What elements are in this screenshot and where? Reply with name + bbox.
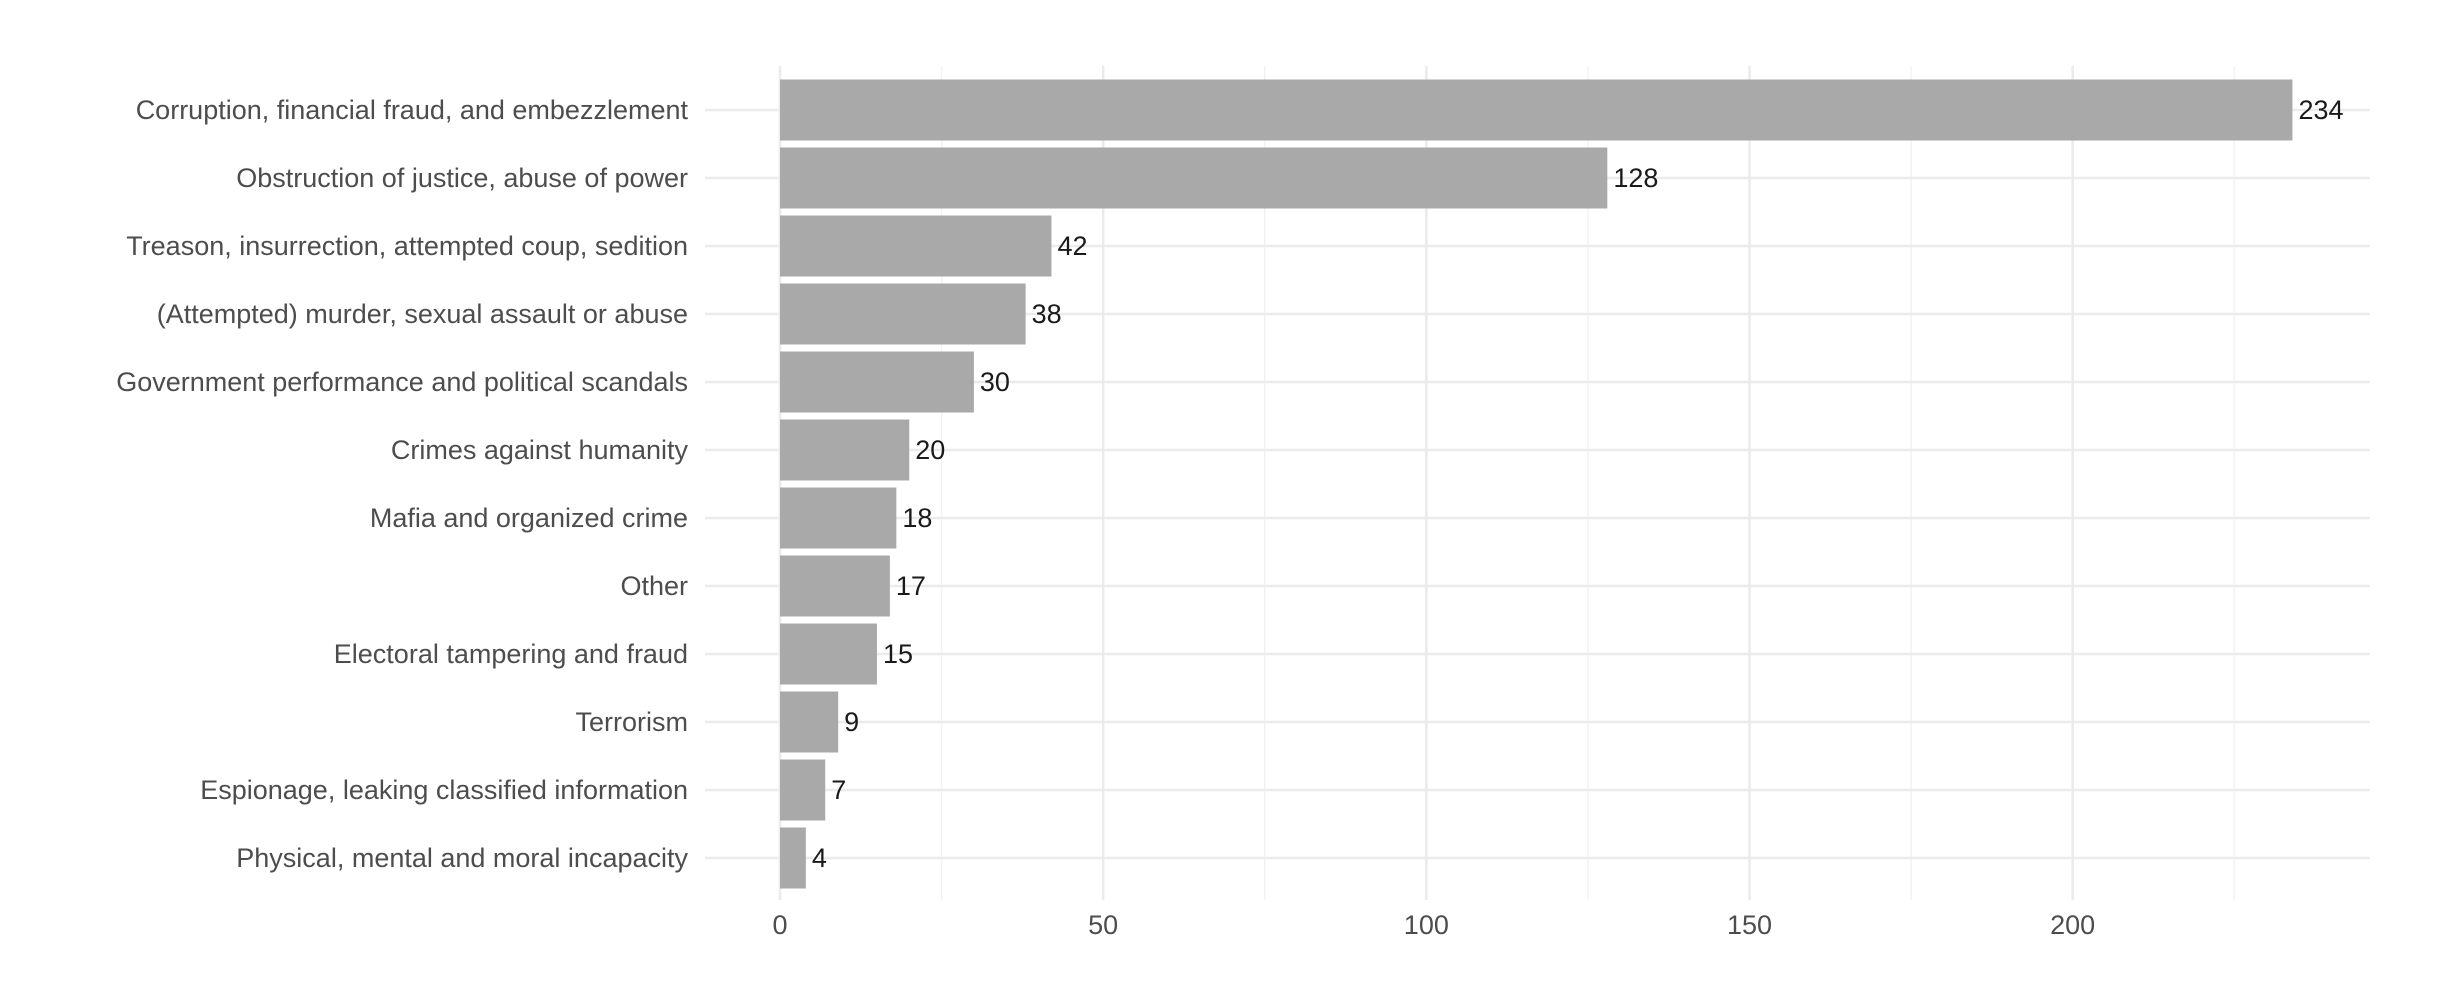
category-label: Other bbox=[620, 571, 688, 601]
bar bbox=[780, 79, 2293, 141]
bar bbox=[780, 215, 1052, 277]
x-tick-label: 50 bbox=[1088, 910, 1118, 940]
bar bbox=[780, 147, 1608, 209]
category-label: Electoral tampering and fraud bbox=[334, 639, 688, 669]
data-label: 20 bbox=[915, 435, 945, 465]
category-label: Government performance and political sca… bbox=[116, 367, 688, 397]
bars bbox=[780, 79, 2293, 889]
data-label: 234 bbox=[2298, 95, 2343, 125]
category-label: Physical, mental and moral incapacity bbox=[236, 843, 688, 873]
data-label: 4 bbox=[812, 843, 827, 873]
bar bbox=[780, 283, 1026, 345]
category-label: Treason, insurrection, attempted coup, s… bbox=[126, 231, 688, 261]
data-label: 18 bbox=[902, 503, 932, 533]
bar bbox=[780, 827, 806, 889]
x-tick-label: 200 bbox=[2050, 910, 2095, 940]
data-label: 9 bbox=[844, 707, 859, 737]
x-tick-label: 0 bbox=[772, 910, 787, 940]
category-label: Corruption, financial fraud, and embezzl… bbox=[136, 95, 689, 125]
data-label: 30 bbox=[980, 367, 1010, 397]
bar bbox=[780, 555, 890, 617]
category-label: Crimes against humanity bbox=[391, 435, 689, 465]
data-label: 7 bbox=[831, 775, 846, 805]
data-label: 15 bbox=[883, 639, 913, 669]
x-tick-label: 100 bbox=[1404, 910, 1449, 940]
category-label: (Attempted) murder, sexual assault or ab… bbox=[157, 299, 688, 329]
bar bbox=[780, 487, 897, 549]
category-label: Terrorism bbox=[576, 707, 689, 737]
x-tick-label: 150 bbox=[1727, 910, 1772, 940]
data-label: 128 bbox=[1613, 163, 1658, 193]
category-label: Espionage, leaking classified informatio… bbox=[200, 775, 688, 805]
data-labels: 234 128 42 38 30 20 18 17 15 9 7 4 bbox=[812, 95, 2344, 873]
bar bbox=[780, 691, 839, 753]
bar bbox=[780, 623, 877, 685]
bar bbox=[780, 419, 910, 481]
data-label: 17 bbox=[896, 571, 926, 601]
category-label: Mafia and organized crime bbox=[370, 503, 688, 533]
category-labels: Corruption, financial fraud, and embezzl… bbox=[116, 95, 688, 873]
data-label: 38 bbox=[1032, 299, 1062, 329]
bar bbox=[780, 351, 974, 413]
bar bbox=[780, 759, 826, 821]
category-label: Obstruction of justice, abuse of power bbox=[236, 163, 688, 193]
x-axis-tick-labels: 0 50 100 150 200 bbox=[772, 910, 2095, 940]
data-label: 42 bbox=[1057, 231, 1087, 261]
